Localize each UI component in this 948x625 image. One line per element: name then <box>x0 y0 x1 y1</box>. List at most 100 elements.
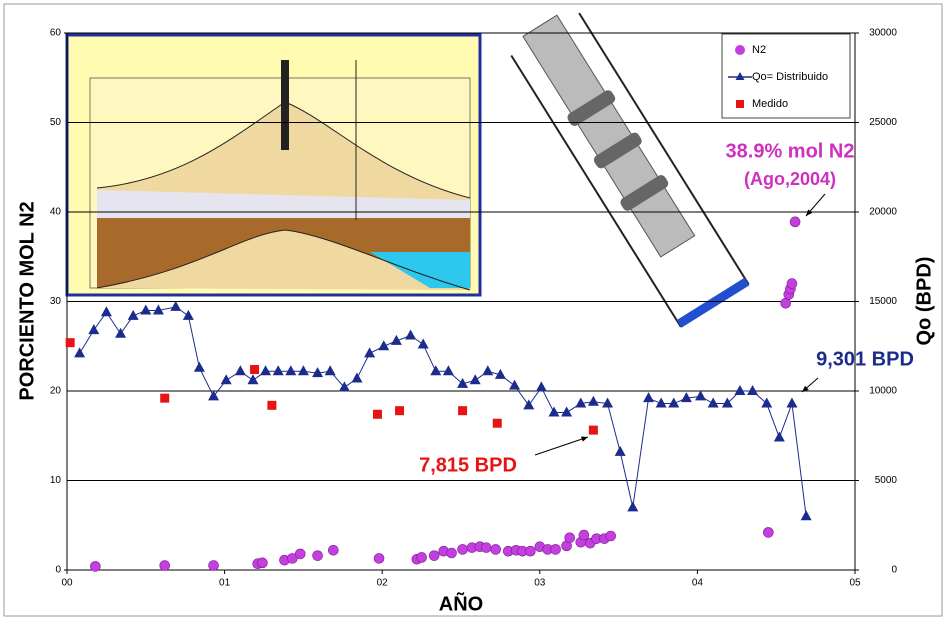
point <box>115 327 127 338</box>
y-tick-label: 40 <box>50 207 62 218</box>
point <box>509 379 521 390</box>
point <box>614 445 626 456</box>
plot-layer: 0102030405060050001000015000200002500030… <box>50 28 898 589</box>
point <box>763 527 774 538</box>
plot-border <box>66 32 856 571</box>
x-tick-label: 01 <box>219 578 231 589</box>
annotation: (Ago,2004) <box>744 169 836 189</box>
point <box>208 560 219 571</box>
point <box>405 329 417 340</box>
point <box>430 365 442 376</box>
legend-marker <box>735 45 745 55</box>
point <box>378 340 390 351</box>
point <box>561 406 573 417</box>
point <box>373 553 385 564</box>
well-diagram <box>510 12 750 328</box>
y2-axis-label: Qo (BPD) <box>913 257 935 346</box>
point <box>786 397 798 408</box>
point <box>208 390 220 401</box>
y-axis-label: PORCIENTO MOL N2 <box>16 201 38 400</box>
point <box>152 304 164 315</box>
y-tick-label: 50 <box>50 117 62 128</box>
point <box>578 529 590 541</box>
annotation: 38.9% mol N2 <box>726 140 855 162</box>
point <box>428 550 440 561</box>
arrow-head <box>802 385 809 392</box>
point <box>193 361 205 372</box>
point <box>780 297 791 309</box>
point <box>482 365 494 376</box>
point <box>170 300 182 311</box>
point <box>457 544 468 555</box>
inset-water <box>370 252 470 288</box>
point <box>655 397 667 408</box>
point <box>773 431 785 442</box>
point <box>417 338 429 349</box>
y2-tick-label: 30000 <box>869 28 897 39</box>
legend-label: Medido <box>752 98 788 110</box>
point <box>490 544 501 555</box>
point <box>695 390 707 401</box>
y-tick-label: 20 <box>50 386 62 397</box>
legend-label: N2 <box>752 44 766 56</box>
point <box>247 374 259 385</box>
legend-label: Qo= Distribuido <box>752 71 828 83</box>
point <box>220 374 232 385</box>
point <box>734 385 746 395</box>
point <box>294 548 306 560</box>
point <box>328 545 339 556</box>
point <box>564 532 576 544</box>
point <box>88 324 100 335</box>
point <box>643 392 655 403</box>
point <box>786 278 798 289</box>
point <box>525 545 536 557</box>
point <box>324 365 336 376</box>
x-tick-label: 04 <box>692 578 704 589</box>
point <box>140 304 152 315</box>
point <box>548 406 560 417</box>
arrow-head <box>806 209 813 216</box>
point <box>761 397 773 408</box>
point <box>747 385 759 395</box>
point <box>535 381 547 392</box>
point <box>458 406 468 416</box>
point <box>257 557 268 569</box>
legend-marker <box>735 72 745 80</box>
x-tick-label: 00 <box>61 578 73 589</box>
point <box>267 400 277 410</box>
point <box>272 365 284 376</box>
y-tick-label: 0 <box>55 565 61 576</box>
point <box>127 309 139 320</box>
arrow-head <box>581 436 588 442</box>
point <box>250 365 260 375</box>
well-line <box>578 12 750 286</box>
point <box>312 550 323 561</box>
point <box>605 530 617 542</box>
point <box>575 397 587 408</box>
inset-line <box>96 229 471 291</box>
point <box>364 347 376 358</box>
point <box>587 395 599 406</box>
point <box>668 397 680 408</box>
point <box>707 397 719 408</box>
legend: N2 Qo= Distribuido Medido <box>721 33 851 119</box>
y2-tick-label: 10000 <box>869 386 897 397</box>
point <box>469 374 481 385</box>
annotation: 9,301 BPD <box>816 348 914 370</box>
point <box>182 309 194 320</box>
point <box>159 560 171 571</box>
annotation-arrow <box>534 436 589 456</box>
point <box>160 393 170 403</box>
inset-well <box>281 60 289 150</box>
inset-layer <box>97 230 470 290</box>
point <box>285 365 297 376</box>
point <box>287 553 298 564</box>
point <box>602 397 614 408</box>
point <box>480 542 492 553</box>
x-tick-label: 05 <box>849 578 861 589</box>
x-tick-label: 03 <box>534 578 546 589</box>
point <box>416 552 427 563</box>
point <box>74 347 86 358</box>
point <box>800 510 812 521</box>
